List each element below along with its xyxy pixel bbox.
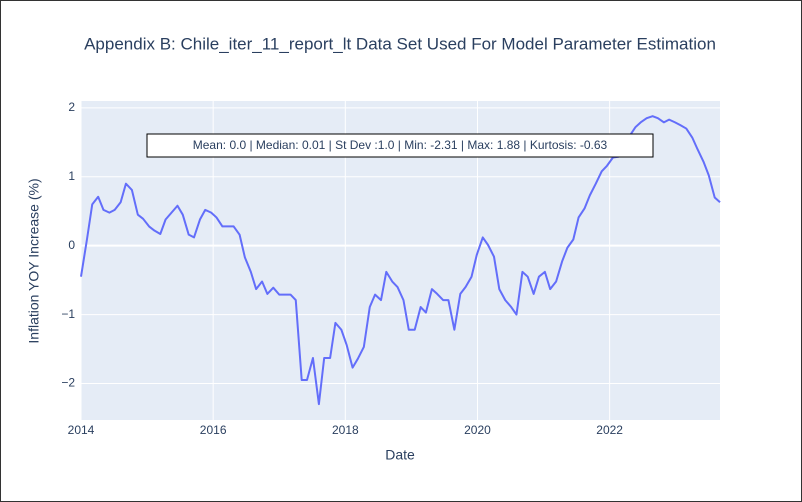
- x-tick-label: 2016: [200, 423, 227, 437]
- y-tick-label: 1: [68, 169, 75, 183]
- x-tick-label: 2014: [68, 423, 95, 437]
- x-axis-title: Date: [385, 447, 415, 463]
- annotation-box: [146, 133, 654, 158]
- annotation: Mean: 0.0 | Median: 0.01 | St Dev :1.0 |…: [193, 138, 608, 152]
- y-tick-label: −1: [61, 307, 75, 321]
- chart-title: Appendix B: Chile_iter_11_report_lt Data…: [84, 34, 716, 53]
- x-tick-label: 2022: [596, 423, 623, 437]
- y-axis-title: Inflation YOY Increase (%): [26, 178, 42, 343]
- y-tick-label: 2: [68, 100, 75, 114]
- y-tick-label: −2: [61, 376, 75, 390]
- x-tick-label: 2020: [464, 423, 491, 437]
- y-tick-label: 0: [68, 238, 75, 252]
- x-tick-label: 2018: [332, 423, 359, 437]
